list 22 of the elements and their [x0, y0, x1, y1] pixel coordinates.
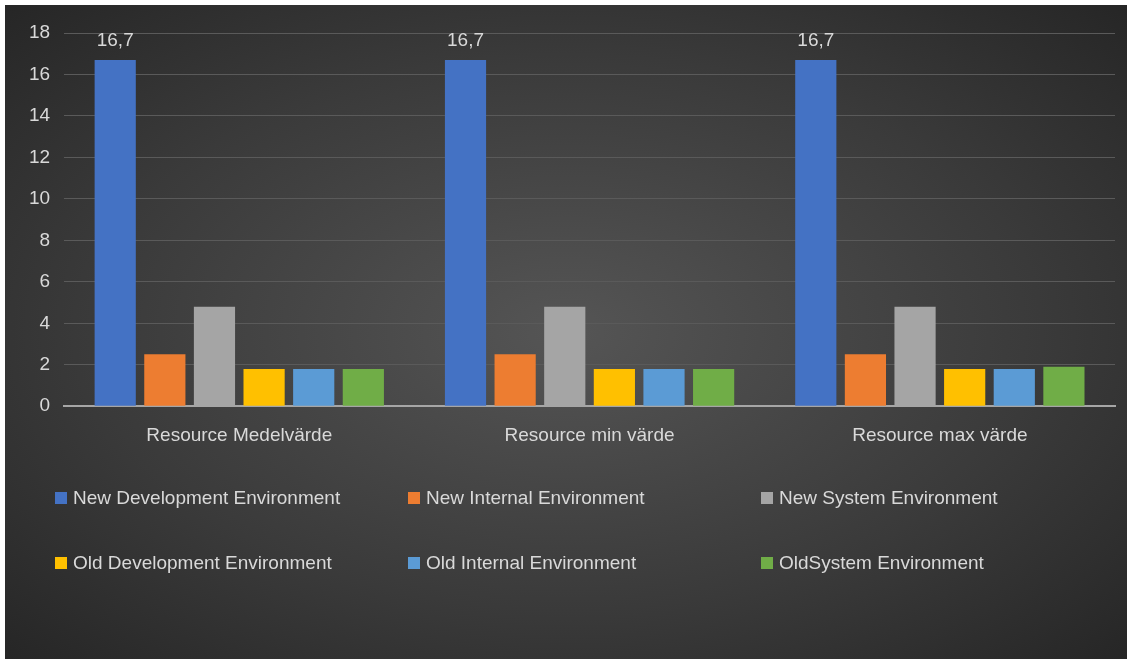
data-label: 16,7 [447, 28, 484, 50]
y-tick-label: 12 [28, 145, 51, 167]
y-tick-label: 8 [39, 228, 51, 250]
data-label: 16,7 [797, 28, 835, 50]
data-label: 16,7 [96, 28, 134, 50]
y-tick-label: 0 [39, 394, 51, 416]
legend-label: OldSystem Environment [779, 551, 985, 575]
y-tick-label: 2 [39, 352, 51, 374]
y-tick-label: 14 [28, 104, 51, 126]
y-tick-label: 18 [28, 21, 51, 43]
legend-label: New Development Environment [73, 486, 342, 510]
y-tick-label: 4 [39, 311, 51, 333]
y-tick-label: 16 [28, 62, 51, 84]
legend-label: Old Development Environment [73, 551, 333, 575]
y-tick-label: 6 [39, 270, 51, 292]
y-tick-label: 10 [28, 187, 51, 209]
x-tick-label: Resource min värde [504, 423, 675, 445]
x-tick-label: Resource max värde [852, 423, 1028, 445]
legend-label: Old Internal Environment [426, 551, 638, 575]
legend-label: New Internal Environment [426, 486, 646, 510]
x-tick-label: Resource Medelvärde [146, 423, 333, 445]
legend-label: New System Environment [779, 486, 999, 510]
